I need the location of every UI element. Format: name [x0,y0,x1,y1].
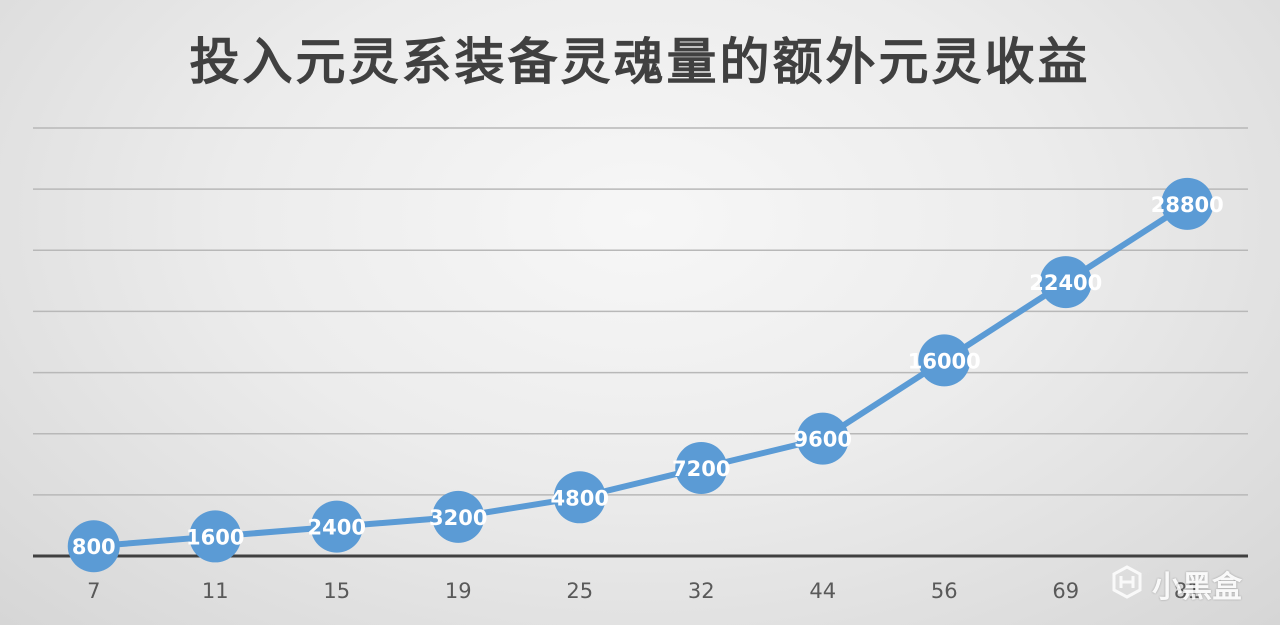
series-line [90,200,1191,550]
chart-title: 投入元灵系装备灵魂量的额外元灵收益 [189,33,1091,91]
x-tick-label: 11 [202,579,229,603]
data-markers [67,177,1214,573]
x-tick-label: 69 [1052,579,1079,603]
x-tick-label: 25 [566,579,593,603]
data-label: 28800 [1151,193,1224,217]
x-tick-label: 44 [809,579,836,603]
data-label: 9600 [794,428,852,452]
data-label: 2400 [308,516,366,540]
x-tick-label: 56 [931,579,958,603]
x-tick-label: 7 [87,579,100,603]
data-labels: 800 1600 2400 3200 4800 7200 9600 16000 22400 288… [72,193,1224,559]
x-tick-label: 32 [688,579,715,603]
heybox-logo-icon [1110,565,1144,603]
data-point-marker [918,334,971,387]
data-point-marker [432,490,485,543]
data-point-marker [553,471,606,524]
series-line-path [90,200,1191,550]
data-point-marker [310,500,363,553]
data-point-marker [1161,177,1214,230]
data-label: 4800 [551,486,609,510]
x-tick-labels: 7 11 15 19 25 32 44 56 69 81 [87,579,1201,603]
data-point-marker [675,441,728,494]
data-point-marker [1039,256,1092,309]
watermark: 小黑盒 [1110,562,1242,606]
data-label: 22400 [1029,271,1102,295]
data-label: 800 [72,535,116,559]
data-label: 3200 [429,506,487,530]
x-tick-label: 19 [445,579,472,603]
data-point-marker [189,510,242,563]
x-tick-label: 81 [1174,579,1201,603]
data-label: 7200 [672,457,730,481]
data-point-marker [796,412,849,465]
watermark-text: 小黑盒 [1152,570,1242,605]
x-tick-label: 15 [323,579,350,603]
gridlines [33,127,1248,496]
data-label: 1600 [186,525,244,549]
data-label: 16000 [908,349,981,373]
data-point-marker [67,520,120,573]
